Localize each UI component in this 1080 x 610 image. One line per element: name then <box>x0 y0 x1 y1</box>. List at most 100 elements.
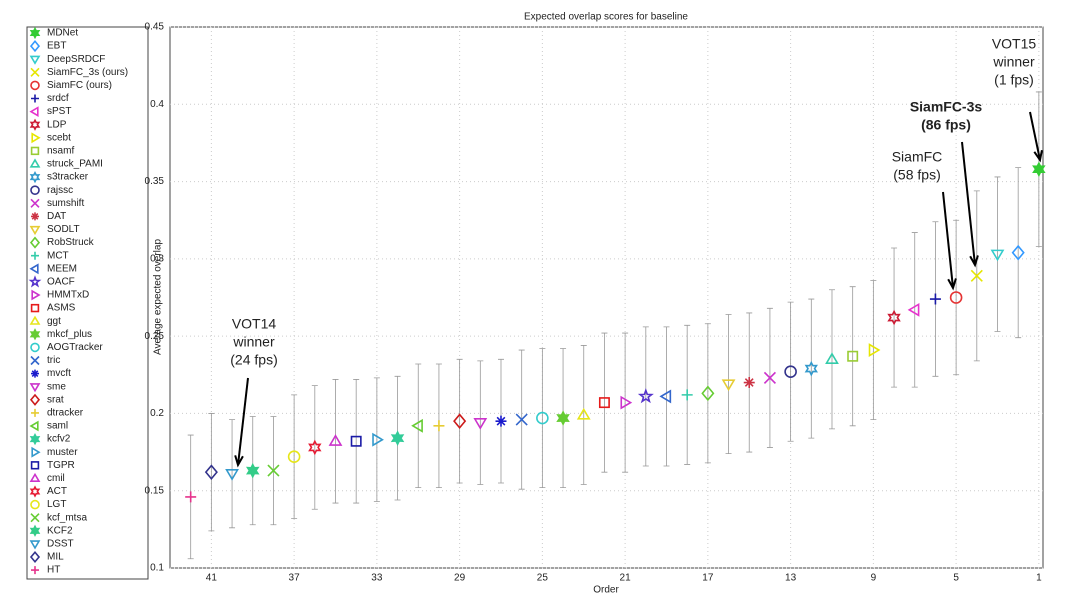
annotation: (86 fps) <box>921 117 971 133</box>
legend-marker <box>29 118 41 131</box>
legend-marker <box>29 55 41 65</box>
legend-marker <box>29 485 41 498</box>
legend-label: TGPR <box>47 460 75 471</box>
legend-label: struck_PAMI <box>47 159 103 170</box>
x-tick-label: 17 <box>702 573 714 584</box>
legend-label: mvcft <box>47 368 71 379</box>
legend-label: LGT <box>47 499 66 510</box>
legend-label: dtracker <box>47 408 84 419</box>
x-tick-label: 13 <box>785 573 797 584</box>
error-bar <box>870 280 877 421</box>
legend-label: DSST <box>47 539 74 550</box>
error-bar <box>808 298 815 439</box>
error-bar <box>891 247 898 388</box>
data-point <box>887 309 901 326</box>
legend-label: SiamFC_3s (ours) <box>47 67 128 78</box>
legend-label: MDNet <box>47 28 78 39</box>
legend-box <box>26 26 149 580</box>
legend-label: ggt <box>47 316 61 327</box>
legend-label: ASMS <box>47 303 76 314</box>
legend-marker <box>31 289 41 301</box>
data-point <box>1011 244 1025 261</box>
legend-marker <box>31 408 39 417</box>
x-tick-label: 33 <box>371 573 383 584</box>
error-bar <box>849 286 856 427</box>
legend-marker <box>29 170 41 184</box>
annotation: SiamFC-3s <box>910 99 983 115</box>
x-tick-label: 25 <box>537 573 549 584</box>
data-point <box>804 360 818 377</box>
data-point <box>308 439 322 456</box>
data-point <box>390 430 405 446</box>
y-tick-label: 0.15 <box>145 485 165 496</box>
legend-label: EBT <box>47 41 66 52</box>
legend-marker <box>30 355 40 366</box>
data-point <box>204 464 218 481</box>
data-point <box>433 420 445 432</box>
x-tick-label: 37 <box>289 573 301 584</box>
legend-label: sme <box>47 381 66 392</box>
annotation-arrowhead <box>234 455 244 468</box>
error-bar <box>787 301 794 442</box>
annotation-arrowhead <box>947 278 957 291</box>
data-point <box>847 350 859 362</box>
data-point <box>825 352 839 364</box>
annotation: winner <box>232 334 275 350</box>
data-point <box>868 343 881 357</box>
legend-marker <box>29 40 41 53</box>
data-point <box>929 293 941 305</box>
legend-marker <box>30 461 40 470</box>
y-tick-label: 0.4 <box>150 99 164 110</box>
legend-label: LDP <box>47 119 67 130</box>
annotation: VOT14 <box>232 316 277 332</box>
data-point <box>681 389 693 401</box>
error-bar <box>353 379 360 504</box>
data-point <box>536 411 549 425</box>
legend-marker <box>29 225 41 236</box>
error-bar <box>622 332 629 473</box>
legend-marker <box>29 328 41 341</box>
legend-marker <box>31 566 39 575</box>
legend-label: rajssc <box>47 185 73 196</box>
data-point <box>350 435 362 447</box>
x-tick-label: 21 <box>620 573 632 584</box>
legend-label: saml <box>47 421 68 432</box>
legend-label: srat <box>47 394 64 405</box>
legend-marker <box>29 524 41 537</box>
legend-label: sPST <box>47 106 71 117</box>
legend-marker <box>29 550 41 564</box>
data-point <box>556 410 570 426</box>
error-bar <box>828 289 835 430</box>
data-point <box>185 491 197 503</box>
error-bar <box>642 326 649 467</box>
error-bar <box>725 314 732 455</box>
legend-label: sumshift <box>47 198 84 209</box>
data-point <box>515 413 528 426</box>
plot-area <box>169 26 1044 569</box>
legend-marker <box>31 446 41 458</box>
legend-marker <box>30 513 40 523</box>
y-tick-label: 0.2 <box>150 408 164 419</box>
data-point <box>453 413 467 430</box>
legend-label: scebt <box>47 132 71 143</box>
legend-marker <box>31 251 39 260</box>
y-tick-label: 0.1 <box>150 563 164 574</box>
x-tick-label: 41 <box>206 573 218 584</box>
y-tick-label: 0.25 <box>145 331 165 342</box>
legend-marker <box>30 499 40 510</box>
legend-label: MEEM <box>47 263 77 274</box>
legend-label: cmil <box>47 473 65 484</box>
x-tick-label: 9 <box>871 573 877 584</box>
error-bar <box>415 363 422 489</box>
error-bar <box>373 377 380 502</box>
legend-marker <box>29 472 41 482</box>
error-bar <box>539 348 546 489</box>
annotation: SiamFC <box>892 149 943 165</box>
legend-marker <box>29 432 41 446</box>
legend-label: SiamFC (ours) <box>47 80 112 91</box>
y-tick-label: 0.3 <box>150 253 164 264</box>
data-point <box>576 407 591 420</box>
legend-marker <box>29 393 41 406</box>
error-bar <box>229 419 236 529</box>
